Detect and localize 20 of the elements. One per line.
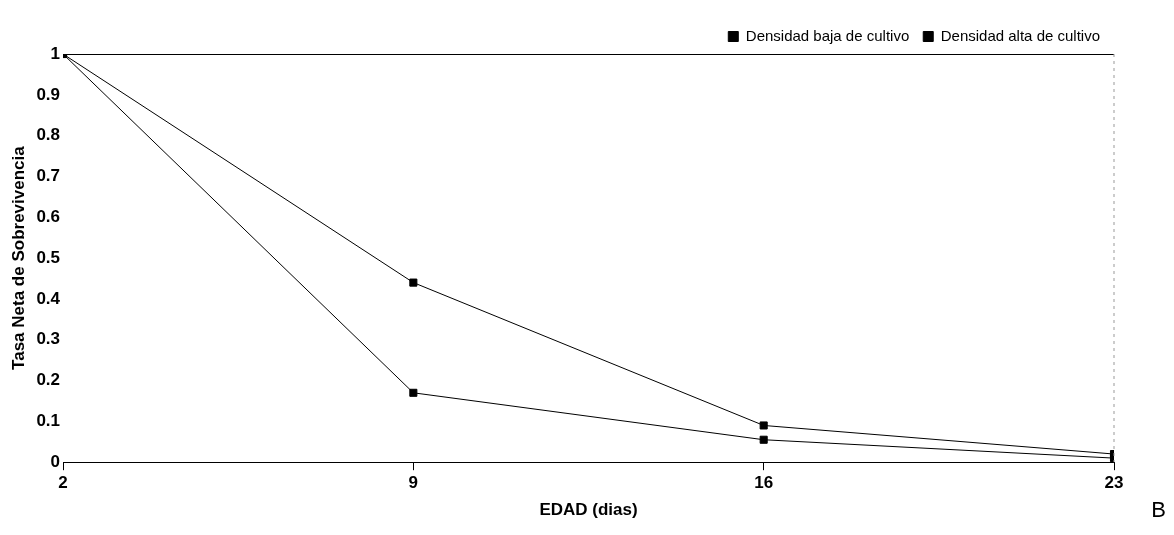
y-tick-label: 0.8 <box>36 125 61 145</box>
x-tick-label: 16 <box>754 473 774 493</box>
y-tick-label: 0.3 <box>36 329 61 349</box>
x-tick-label: 9 <box>408 473 419 493</box>
x-tick-label: 23 <box>1104 473 1124 493</box>
y-axis-title: Tasa Neta de Sobrevivencia <box>8 145 28 370</box>
y-tick-label: 0.4 <box>36 288 61 308</box>
y-tick-label: 0.1 <box>36 411 61 431</box>
y-tick-label: 1 <box>50 43 61 63</box>
legend-label: Densidad alta de cultivo <box>940 26 1100 44</box>
y-tick-label: 0.5 <box>36 247 61 267</box>
y-tick-label: 0.6 <box>36 206 61 226</box>
y-tick-label: 0.9 <box>36 84 61 104</box>
x-axis-title: EDAD (dias) <box>539 500 638 520</box>
text: B <box>1151 497 1166 523</box>
y-tick-label: 0.7 <box>36 166 61 186</box>
x-tick-label: 2 <box>58 473 68 493</box>
legend-label: Densidad baja de cultivo <box>745 26 910 44</box>
y-tick-label: 0.2 <box>36 370 61 390</box>
y-tick-label: 0 <box>50 451 61 471</box>
